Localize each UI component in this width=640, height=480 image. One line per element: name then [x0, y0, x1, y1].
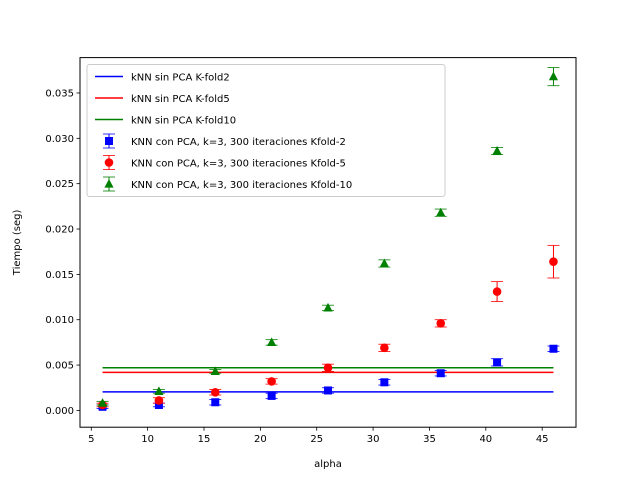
plot-area [96, 67, 560, 411]
legend-box [86, 64, 446, 197]
data-point-circle [436, 319, 446, 328]
data-point-circle [210, 387, 220, 397]
data-point-circle [154, 396, 164, 405]
y-tick-label: 0.005 [45, 361, 74, 372]
x-tick-label: 10 [141, 434, 154, 445]
data-point-square [436, 369, 445, 378]
y-tick-label: 0.030 [45, 134, 74, 145]
legend: kNN sin PCA K-fold2 kNN sin PCA K-fold5 kN… [86, 64, 446, 197]
x-tick-label: 15 [198, 434, 211, 445]
data-point-circle [104, 158, 114, 167]
data-point-circle [492, 287, 502, 296]
data-point-triangle [210, 366, 220, 376]
data-point-circle [549, 257, 558, 266]
y-tick-label: 0.025 [45, 179, 74, 190]
legend-label: KNN con PCA, k=3, 300 iteraciones Kfold-… [131, 180, 352, 191]
x-tick-label: 40 [479, 434, 492, 445]
data-point-square [105, 137, 113, 145]
y-tick-label: 0.035 [45, 88, 74, 99]
data-point-triangle [104, 179, 114, 188]
y-tick-label: 0.010 [45, 315, 74, 326]
axes-frame [79, 57, 577, 428]
data-point-triangle [323, 302, 333, 312]
data-point-square [380, 378, 389, 387]
legend-label: KNN con PCA, k=3, 300 iteraciones Kfold-… [131, 137, 346, 148]
x-tick-label: 20 [254, 434, 267, 445]
data-point-triangle [97, 398, 108, 407]
data-point-square [324, 386, 332, 395]
y-tick-label: 0.015 [45, 270, 74, 281]
legend-label: kNN sin PCA K-fold2 [131, 73, 230, 84]
y-axis-label: Tiempo (seg) [12, 209, 23, 276]
y-axis: 0.000 0.005 0.010 0.015 0.020 0.025 0.030 0.035 [45, 88, 80, 417]
legend-label: kNN sin PCA K-fold5 [131, 94, 230, 105]
data-point-square [211, 398, 220, 407]
data-point-triangle [267, 337, 277, 346]
data-point-circle [267, 377, 276, 386]
data-point-circle [323, 363, 333, 373]
x-tick-label: 45 [536, 434, 549, 445]
x-tick-label: 35 [423, 434, 436, 445]
y-tick-label: 0.000 [45, 406, 74, 417]
data-point-triangle [379, 258, 389, 268]
x-axis: 5 10 15 20 25 30 35 40 45 [88, 427, 549, 445]
data-point-square [549, 344, 558, 353]
data-point-triangle [154, 386, 164, 395]
x-tick-label: 5 [88, 434, 94, 445]
x-tick-label: 25 [310, 434, 323, 445]
data-point-square [493, 358, 502, 367]
legend-label: KNN con PCA, k=3, 300 iteraciones Kfold-… [131, 159, 346, 170]
data-point-triangle [492, 146, 502, 155]
legend-label: kNN sin PCA K-fold10 [131, 116, 236, 127]
data-point-triangle [436, 207, 446, 217]
data-point-square [267, 391, 276, 400]
data-point-circle [380, 343, 389, 353]
x-tick-label: 30 [367, 434, 380, 445]
data-point-triangle [548, 71, 559, 81]
y-tick-label: 0.020 [45, 225, 74, 236]
x-axis-label: alpha [314, 459, 342, 470]
data-point-square [154, 400, 163, 409]
